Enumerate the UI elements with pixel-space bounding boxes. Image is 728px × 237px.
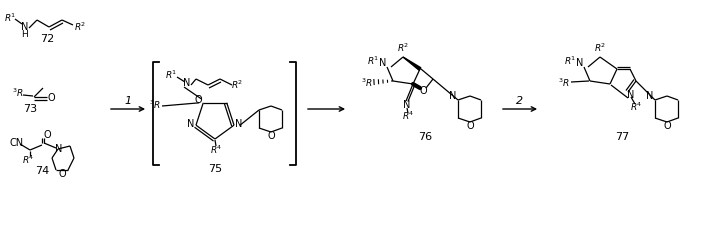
Text: N: N: [55, 144, 63, 154]
Text: 76: 76: [418, 132, 432, 142]
Text: O: O: [466, 121, 474, 131]
Text: O: O: [663, 121, 670, 131]
Text: $R^2$: $R^2$: [231, 79, 243, 91]
Text: $R^4$: $R^4$: [210, 144, 222, 156]
Text: 1: 1: [124, 96, 132, 106]
Text: $R^2$: $R^2$: [397, 42, 409, 54]
Text: O: O: [267, 131, 274, 141]
Text: $^3R$: $^3R$: [558, 77, 570, 89]
Polygon shape: [403, 57, 421, 70]
Text: $R^1$: $R^1$: [563, 55, 577, 67]
Text: O: O: [419, 86, 427, 96]
Text: $R^4$: $R^4$: [402, 110, 414, 122]
Text: N: N: [379, 58, 387, 68]
Text: H: H: [22, 29, 28, 38]
Text: N: N: [449, 91, 456, 101]
Text: N: N: [235, 119, 242, 129]
Text: 2: 2: [516, 96, 523, 106]
Text: $R^2$: $R^2$: [74, 21, 86, 33]
Text: 77: 77: [615, 132, 629, 142]
Text: $R^1$: $R^1$: [4, 12, 16, 24]
Text: 72: 72: [40, 34, 54, 44]
Text: N: N: [183, 78, 191, 88]
Text: N: N: [577, 58, 584, 68]
Text: $R^4$: $R^4$: [630, 101, 642, 113]
Text: N: N: [187, 119, 194, 129]
Text: 73: 73: [23, 104, 37, 114]
Text: O: O: [58, 169, 66, 179]
Text: N: N: [646, 91, 654, 101]
Text: $^3R$: $^3R$: [12, 87, 24, 99]
Text: $R^1$: $R^1$: [165, 69, 177, 81]
Text: $R^4$: $R^4$: [22, 154, 34, 166]
Text: $^3R$: $^3R$: [149, 99, 161, 111]
Text: N: N: [21, 22, 28, 32]
Text: O: O: [194, 95, 202, 105]
Text: $R^2$: $R^2$: [594, 42, 606, 54]
Text: O: O: [47, 93, 55, 103]
Text: $R^1$: $R^1$: [367, 55, 379, 67]
Text: N: N: [628, 90, 635, 100]
Text: $^3R$: $^3R$: [361, 77, 373, 89]
Text: CN: CN: [10, 138, 24, 148]
Text: 74: 74: [35, 166, 49, 176]
Text: O: O: [43, 130, 51, 140]
Text: 75: 75: [208, 164, 222, 174]
Text: N: N: [403, 100, 411, 110]
